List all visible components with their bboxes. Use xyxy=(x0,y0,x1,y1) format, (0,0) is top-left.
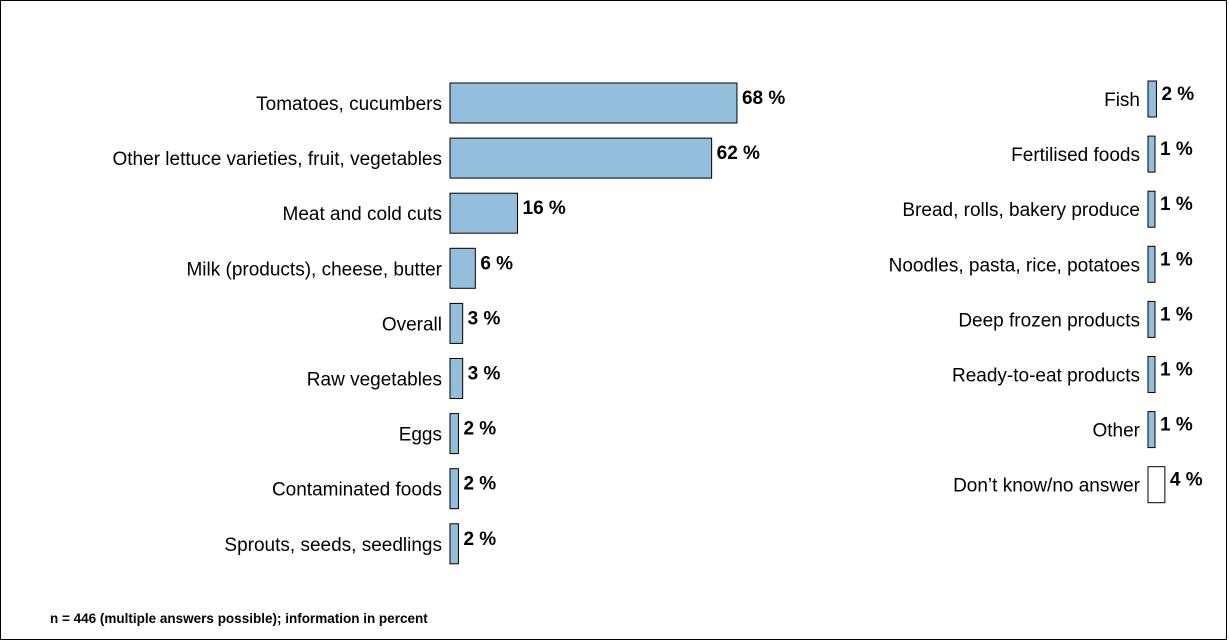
category-label-overall: Overall xyxy=(382,314,442,335)
value-label-milk-products-cheese-butter: 6 % xyxy=(480,253,513,274)
category-label-contaminated-foods: Contaminated foods xyxy=(272,480,442,501)
value-label-ready-to-eat-products: 1 % xyxy=(1160,360,1193,381)
bar-meat-and-cold-cuts xyxy=(449,192,519,234)
value-label-contaminated-foods: 2 % xyxy=(463,474,496,495)
value-label-meat-and-cold-cuts: 16 % xyxy=(523,198,566,219)
value-label-bread-rolls-bakery-produce: 1 % xyxy=(1160,194,1193,215)
right-bar-panel: Fish 2 % Fertilised foods 1 % Bread, rolls, … xyxy=(889,80,1203,504)
value-label-deep-frozen-products: 1 % xyxy=(1160,304,1193,325)
category-label-raw-vegetables: Raw vegetables xyxy=(307,370,442,391)
value-label-raw-vegetables: 3 % xyxy=(468,364,501,385)
category-label-milk-products-cheese-butter: Milk (products), cheese, butter xyxy=(186,259,442,280)
value-label-fertilised-foods: 1 % xyxy=(1160,139,1193,160)
bar-deep-frozen-products xyxy=(1147,300,1156,338)
bar-eggs xyxy=(449,413,459,455)
bar-don-t-know-no-answer xyxy=(1147,466,1166,504)
category-label-bread-rolls-bakery-produce: Bread, rolls, bakery produce xyxy=(902,200,1140,221)
category-label-sprouts-seeds-seedlings: Sprouts, seeds, seedlings xyxy=(224,535,442,556)
bar-noodles-pasta-rice-potatoes xyxy=(1147,245,1156,283)
value-label-other-lettuce-varieties-fruit-vegetables: 62 % xyxy=(717,143,760,164)
bar-ready-to-eat-products xyxy=(1147,356,1156,393)
value-label-eggs: 2 % xyxy=(463,419,496,440)
value-label-sprouts-seeds-seedlings: 2 % xyxy=(463,529,496,550)
bar-tomatoes-cucumbers xyxy=(449,82,738,124)
bar-contaminated-foods xyxy=(449,468,459,510)
category-label-other: Other xyxy=(1092,421,1140,442)
bar-bread-rolls-bakery-produce xyxy=(1147,190,1156,228)
bar-fish xyxy=(1147,80,1157,118)
value-label-overall: 3 % xyxy=(468,308,501,329)
bar-fertilised-foods xyxy=(1147,135,1156,173)
bar-overall xyxy=(449,302,464,344)
category-label-eggs: Eggs xyxy=(399,425,442,446)
value-label-fish: 2 % xyxy=(1161,84,1194,105)
value-label-other: 1 % xyxy=(1160,415,1193,436)
bar-other-lettuce-varieties-fruit-vegetables xyxy=(449,137,713,179)
category-label-tomatoes-cucumbers: Tomatoes, cucumbers xyxy=(256,94,442,115)
value-label-don-t-know-no-answer: 4 % xyxy=(1170,470,1203,491)
category-label-meat-and-cold-cuts: Meat and cold cuts xyxy=(283,204,442,225)
category-label-don-t-know-no-answer: Don’t know/no answer xyxy=(953,476,1141,497)
bar-sprouts-seeds-seedlings xyxy=(449,523,459,565)
value-label-tomatoes-cucumbers: 68 % xyxy=(742,88,785,109)
sample-footnote: n = 446 (multiple answers possible); inf… xyxy=(50,611,428,626)
category-label-noodles-pasta-rice-potatoes: Noodles, pasta, rice, potatoes xyxy=(889,255,1140,276)
bar-raw-vegetables xyxy=(449,358,464,399)
category-label-fish: Fish xyxy=(1104,90,1140,111)
category-label-deep-frozen-products: Deep frozen products xyxy=(958,310,1140,331)
category-label-fertilised-foods: Fertilised foods xyxy=(1011,145,1140,166)
bar-milk-products-cheese-butter xyxy=(449,247,476,289)
category-label-other-lettuce-varieties-fruit-vegetables: Other lettuce varieties, fruit, vegetabl… xyxy=(113,149,443,170)
category-label-ready-to-eat-products: Ready-to-eat products xyxy=(952,366,1140,387)
value-label-noodles-pasta-rice-potatoes: 1 % xyxy=(1160,249,1193,270)
left-bar-panel: Tomatoes, cucumbers 68 % Other lettuce var… xyxy=(113,82,785,565)
bar-other xyxy=(1147,411,1156,449)
